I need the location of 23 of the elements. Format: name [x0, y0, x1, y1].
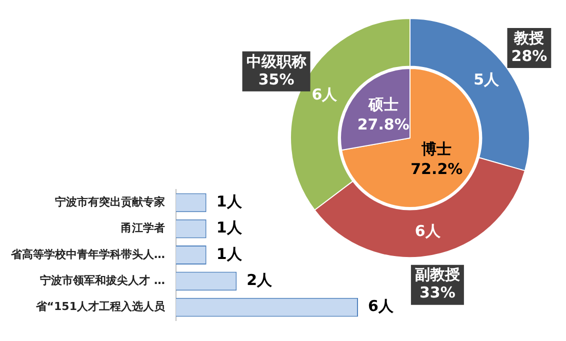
data-label: 72.2% [410, 160, 463, 178]
y-tick-label: 甬江学者 [121, 222, 165, 235]
data-label: 6人 [414, 222, 442, 240]
data-label: 2人 [246, 271, 274, 290]
text: 35% [258, 70, 294, 88]
slice-label: 副教授 [414, 266, 460, 284]
data-label: 5人 [474, 70, 500, 88]
slice-label: 教授 [513, 28, 544, 47]
data-label: 6人 [368, 297, 394, 316]
y-tick-label: 省“151人才工程入选人员 [34, 300, 166, 314]
text: 33% [419, 284, 456, 302]
text: 28% [511, 46, 548, 65]
data-label: 6人 [312, 85, 338, 104]
y-tick-label: 宁波市领军和拔尖人才 … [40, 274, 165, 288]
slice-label: 中级职称 [246, 52, 308, 70]
slice-label: 博士 [420, 140, 452, 158]
slice-label: 硕士 [367, 96, 398, 114]
y-tick-label: 省高等学校中青年学科带头人… [10, 248, 165, 261]
data-label: 1人 [216, 192, 243, 211]
y-tick-label: 宁波市有突出贡献专家 [55, 196, 165, 209]
data-label: 27.8% [357, 116, 410, 134]
data-label: 1人 [216, 244, 243, 263]
data-label: 1人 [216, 218, 243, 237]
